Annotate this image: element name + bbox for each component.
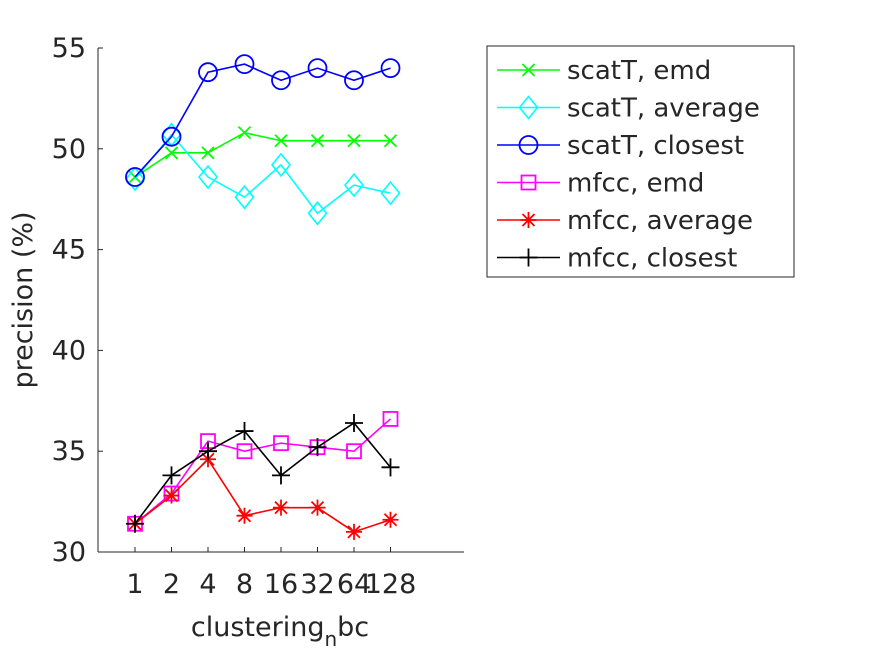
legend-label: scatT, average <box>567 94 760 124</box>
data-point-mfcc-emd <box>236 443 253 460</box>
data-point-mfcc-closest <box>381 458 400 477</box>
x-axis-label-subscript: n <box>324 627 337 651</box>
data-point-scatt-emd <box>274 134 288 148</box>
data-point-scatt-closest <box>380 58 401 79</box>
y-tick-label: 30 <box>52 537 86 568</box>
series-group <box>124 54 401 540</box>
data-point-scatt-average <box>124 166 146 192</box>
legend-entry-mfcc-closest: mfcc, closest <box>497 244 737 274</box>
data-point-scatt-closest <box>234 54 255 75</box>
data-point-mfcc-closest <box>126 514 144 533</box>
data-point-mfcc-closest <box>345 413 363 432</box>
data-point-mfcc-average <box>382 511 399 528</box>
data-point-scatt-closest <box>161 126 182 147</box>
y-tick-label: 50 <box>52 134 86 165</box>
data-point-scatt-average <box>197 164 219 190</box>
y-tick-label: 55 <box>52 33 86 64</box>
data-point-mfcc-average <box>273 499 289 516</box>
legend-marker <box>520 212 537 228</box>
series-mfcc-average <box>127 451 399 540</box>
legend-marker <box>519 248 538 267</box>
data-point-scatt-emd <box>310 134 325 148</box>
legend-marker <box>520 174 537 191</box>
data-point-scatt-average <box>234 184 255 210</box>
data-point-mfcc-closest <box>308 438 327 457</box>
data-point-mfcc-average <box>309 499 326 516</box>
legend-label: mfcc, closest <box>567 244 737 274</box>
x-axis-label-suffix: bc <box>337 612 369 643</box>
data-point-mfcc-closest <box>162 466 181 485</box>
data-point-mfcc-emd <box>382 411 399 427</box>
series-line-mfcc-emd <box>134 418 392 525</box>
data-point-scatt-emd <box>201 146 215 160</box>
data-point-scatt-average <box>270 152 292 178</box>
legend-entry-mfcc-emd: mfcc, emd <box>497 169 704 199</box>
series-line-mfcc-average <box>134 458 391 533</box>
legend-label: mfcc, average <box>567 206 753 236</box>
legend-marker <box>518 135 539 155</box>
series-line-scatt-emd <box>134 131 391 178</box>
data-point-scatt-closest <box>271 70 291 91</box>
data-point-scatt-closest <box>344 70 364 91</box>
x-tick-label: 32 <box>300 569 334 600</box>
x-tick-label: 8 <box>236 569 253 600</box>
data-point-scatt-average <box>307 201 328 226</box>
series-mfcc-emd <box>127 411 399 532</box>
y-axis-label: precision (%) <box>8 211 39 388</box>
data-point-scatt-average <box>380 180 401 206</box>
legend-label: mfcc, emd <box>567 169 704 199</box>
data-point-scatt-average <box>343 172 365 198</box>
data-point-scatt-emd <box>164 146 179 160</box>
x-axis-label-main: clustering <box>191 612 325 643</box>
legend-label: scatT, closest <box>567 131 744 161</box>
x-tick-label: 64 <box>337 569 371 600</box>
data-point-scatt-emd <box>347 134 361 148</box>
legend-marker <box>521 63 536 77</box>
x-tick-label: 128 <box>365 569 417 600</box>
y-tick-label: 40 <box>52 335 86 366</box>
data-point-mfcc-emd <box>346 443 362 460</box>
x-tick-label: 4 <box>199 569 216 600</box>
data-point-scatt-emd <box>383 134 398 148</box>
legend-entry-scatt-average: scatT, average <box>497 94 760 124</box>
series-scatt-average <box>124 122 401 226</box>
series-line-mfcc-closest <box>134 421 392 525</box>
legend-entry-mfcc-average: mfcc, average <box>497 206 753 236</box>
legend-box <box>486 45 795 278</box>
y-tick-label: 45 <box>52 235 86 266</box>
data-point-scatt-closest <box>125 167 145 187</box>
x-axis-label: clusteringnbc <box>191 612 369 651</box>
series-scatt-emd <box>128 126 398 184</box>
series-mfcc-closest <box>126 413 400 533</box>
series-line-scatt-closest <box>134 63 391 178</box>
legend-label: scatT, emd <box>567 56 711 86</box>
data-point-scatt-closest <box>198 62 218 83</box>
data-point-mfcc-closest <box>235 422 254 441</box>
data-point-scatt-closest <box>307 58 328 79</box>
series-line-scatt-average <box>134 133 391 215</box>
data-point-mfcc-closest <box>272 466 290 485</box>
data-point-mfcc-average <box>163 487 180 504</box>
legend-entry-scatt-closest: scatT, closest <box>497 131 744 161</box>
x-tick-label: 1 <box>126 569 143 600</box>
x-tick-label: 16 <box>264 569 298 600</box>
y-ticks: 30 35 40 45 50 55 <box>52 33 103 568</box>
legend-entry-scatt-emd: scatT, emd <box>497 56 711 86</box>
y-tick-label: 35 <box>52 436 86 467</box>
data-point-mfcc-average <box>346 523 362 540</box>
data-point-mfcc-average <box>236 507 253 524</box>
data-point-mfcc-closest <box>199 442 217 461</box>
data-point-mfcc-emd <box>273 435 289 452</box>
series-scatt-closest <box>125 54 401 187</box>
legend-marker <box>518 95 539 120</box>
x-tick-label: 2 <box>163 569 180 600</box>
legend: scatT, emd scatT, average scatT, closest mf… <box>486 45 795 278</box>
data-point-scatt-emd <box>237 126 252 140</box>
